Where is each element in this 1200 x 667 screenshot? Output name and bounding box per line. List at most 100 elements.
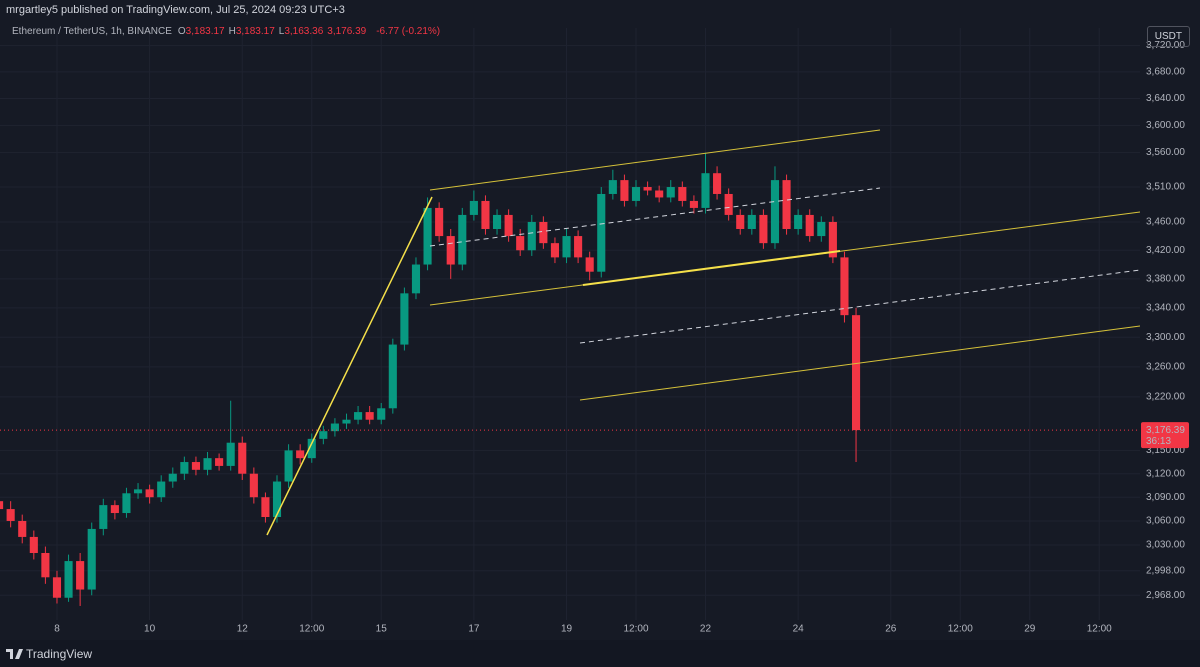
candle-body [550, 243, 559, 258]
candle-body [828, 221, 837, 258]
candle-body [0, 501, 4, 510]
candle-body [585, 257, 594, 272]
footer: TradingView [0, 640, 1200, 667]
y-tick-label: 3,030.00 [1146, 540, 1185, 551]
x-tick-label: 19 [561, 624, 573, 635]
x-tick-label: 12:00 [1087, 624, 1112, 635]
candle-body [458, 214, 467, 265]
candle-body [516, 236, 525, 251]
candle-body [643, 187, 652, 191]
candle-body [191, 462, 200, 470]
candle-body [423, 207, 432, 265]
ohlc-value: 3,183.17 [235, 26, 275, 37]
candle-body [851, 315, 861, 431]
y-tick-label: 3,150.00 [1146, 445, 1185, 456]
candle-body [574, 236, 583, 258]
candle-body [64, 561, 73, 598]
candle-body [226, 442, 235, 466]
publisher: mrgartley5 published on TradingView.com,… [6, 4, 345, 16]
projection-mid [579, 269, 1141, 344]
grid [0, 28, 1140, 620]
candle-body [249, 473, 258, 498]
y-tick-label: 3,560.00 [1146, 147, 1185, 158]
candle-body [41, 552, 50, 578]
candle-body [562, 236, 571, 258]
candle-body [168, 473, 177, 482]
candle-body [203, 458, 212, 470]
candle-body [736, 214, 745, 229]
candle-body [133, 489, 143, 494]
candle-body [296, 450, 305, 459]
candle-body [354, 412, 363, 420]
y-tick-label: 3,380.00 [1146, 274, 1185, 285]
candle-body [713, 173, 722, 194]
x-tick-label: 22 [700, 624, 712, 635]
y-tick-label: 3,720.00 [1146, 40, 1185, 51]
candle-body [122, 493, 131, 514]
ohlc-value: 3,176.39 [327, 26, 367, 37]
candles [0, 152, 861, 606]
candle-body [759, 214, 768, 244]
y-tick-label: 2,998.00 [1146, 565, 1185, 576]
candle-body [180, 462, 189, 474]
y-tick-label: 3,680.00 [1146, 67, 1185, 78]
candle-body [215, 458, 224, 466]
candle-body [527, 221, 536, 251]
projection-low [579, 325, 1141, 401]
brand: TradingView [26, 647, 93, 661]
candle-body [307, 438, 316, 459]
last-price-label: 3,176.39 [1146, 425, 1185, 436]
currency-button[interactable]: USDT [1146, 26, 1190, 47]
change: -6.77 (-0.21%) [376, 26, 441, 37]
y-tick-label: 3,060.00 [1146, 516, 1185, 527]
candle-body [608, 180, 617, 194]
candle-body [87, 528, 96, 590]
candle-body [435, 207, 444, 237]
channel-bottom-bold [582, 250, 841, 286]
y-tick-label: 3,460.00 [1146, 217, 1185, 228]
y-tick-label: 3,300.00 [1146, 332, 1185, 343]
ohlc-label: H [228, 26, 236, 37]
candle-body [666, 187, 675, 198]
ohlc-value: 3,183.17 [185, 26, 225, 37]
candle-body [342, 419, 351, 424]
candle-body [817, 221, 826, 237]
candle-body [157, 481, 166, 498]
candle-body [492, 214, 502, 229]
candle-body [655, 190, 664, 198]
x-tick-label: 10 [144, 624, 156, 635]
trend-line [266, 196, 433, 536]
x-tick-label: 15 [376, 624, 388, 635]
candle-body [446, 236, 455, 265]
x-tick-label: 12:00 [623, 624, 648, 635]
y-tick-label: 3,120.00 [1146, 468, 1185, 479]
candle-body [365, 412, 374, 420]
x-tick-label: 12 [237, 624, 249, 635]
symbol-legend: Ethereum / TetherUS, 1h, BINANCE O3,183.… [12, 26, 440, 37]
candle-body [678, 187, 687, 201]
x-tick-label: 12:00 [299, 624, 324, 635]
y-tick-label: 3,090.00 [1146, 492, 1185, 503]
y-tick-label: 3,600.00 [1146, 120, 1185, 131]
candle-body [388, 344, 397, 409]
x-tick-label: 29 [1024, 624, 1036, 635]
candle-body [330, 423, 339, 432]
candle-body [261, 497, 270, 517]
ohlc-label: O [177, 26, 186, 37]
candle-body [400, 293, 409, 345]
candle-body [319, 431, 328, 439]
y-tick-label: 2,968.00 [1146, 590, 1185, 601]
logo [6, 649, 23, 659]
y-tick-label: 3,220.00 [1146, 392, 1185, 403]
candle-body [272, 481, 282, 517]
candle-body [597, 193, 606, 272]
candle-body [782, 180, 791, 229]
candle-body [840, 257, 849, 316]
symbol-title: Ethereum / TetherUS, 1h, BINANCE [12, 26, 172, 37]
candle-body [631, 187, 641, 201]
candle-body [689, 200, 698, 208]
candle-body [6, 509, 15, 521]
y-tick-label: 3,420.00 [1146, 245, 1185, 256]
candle-body [469, 200, 478, 215]
